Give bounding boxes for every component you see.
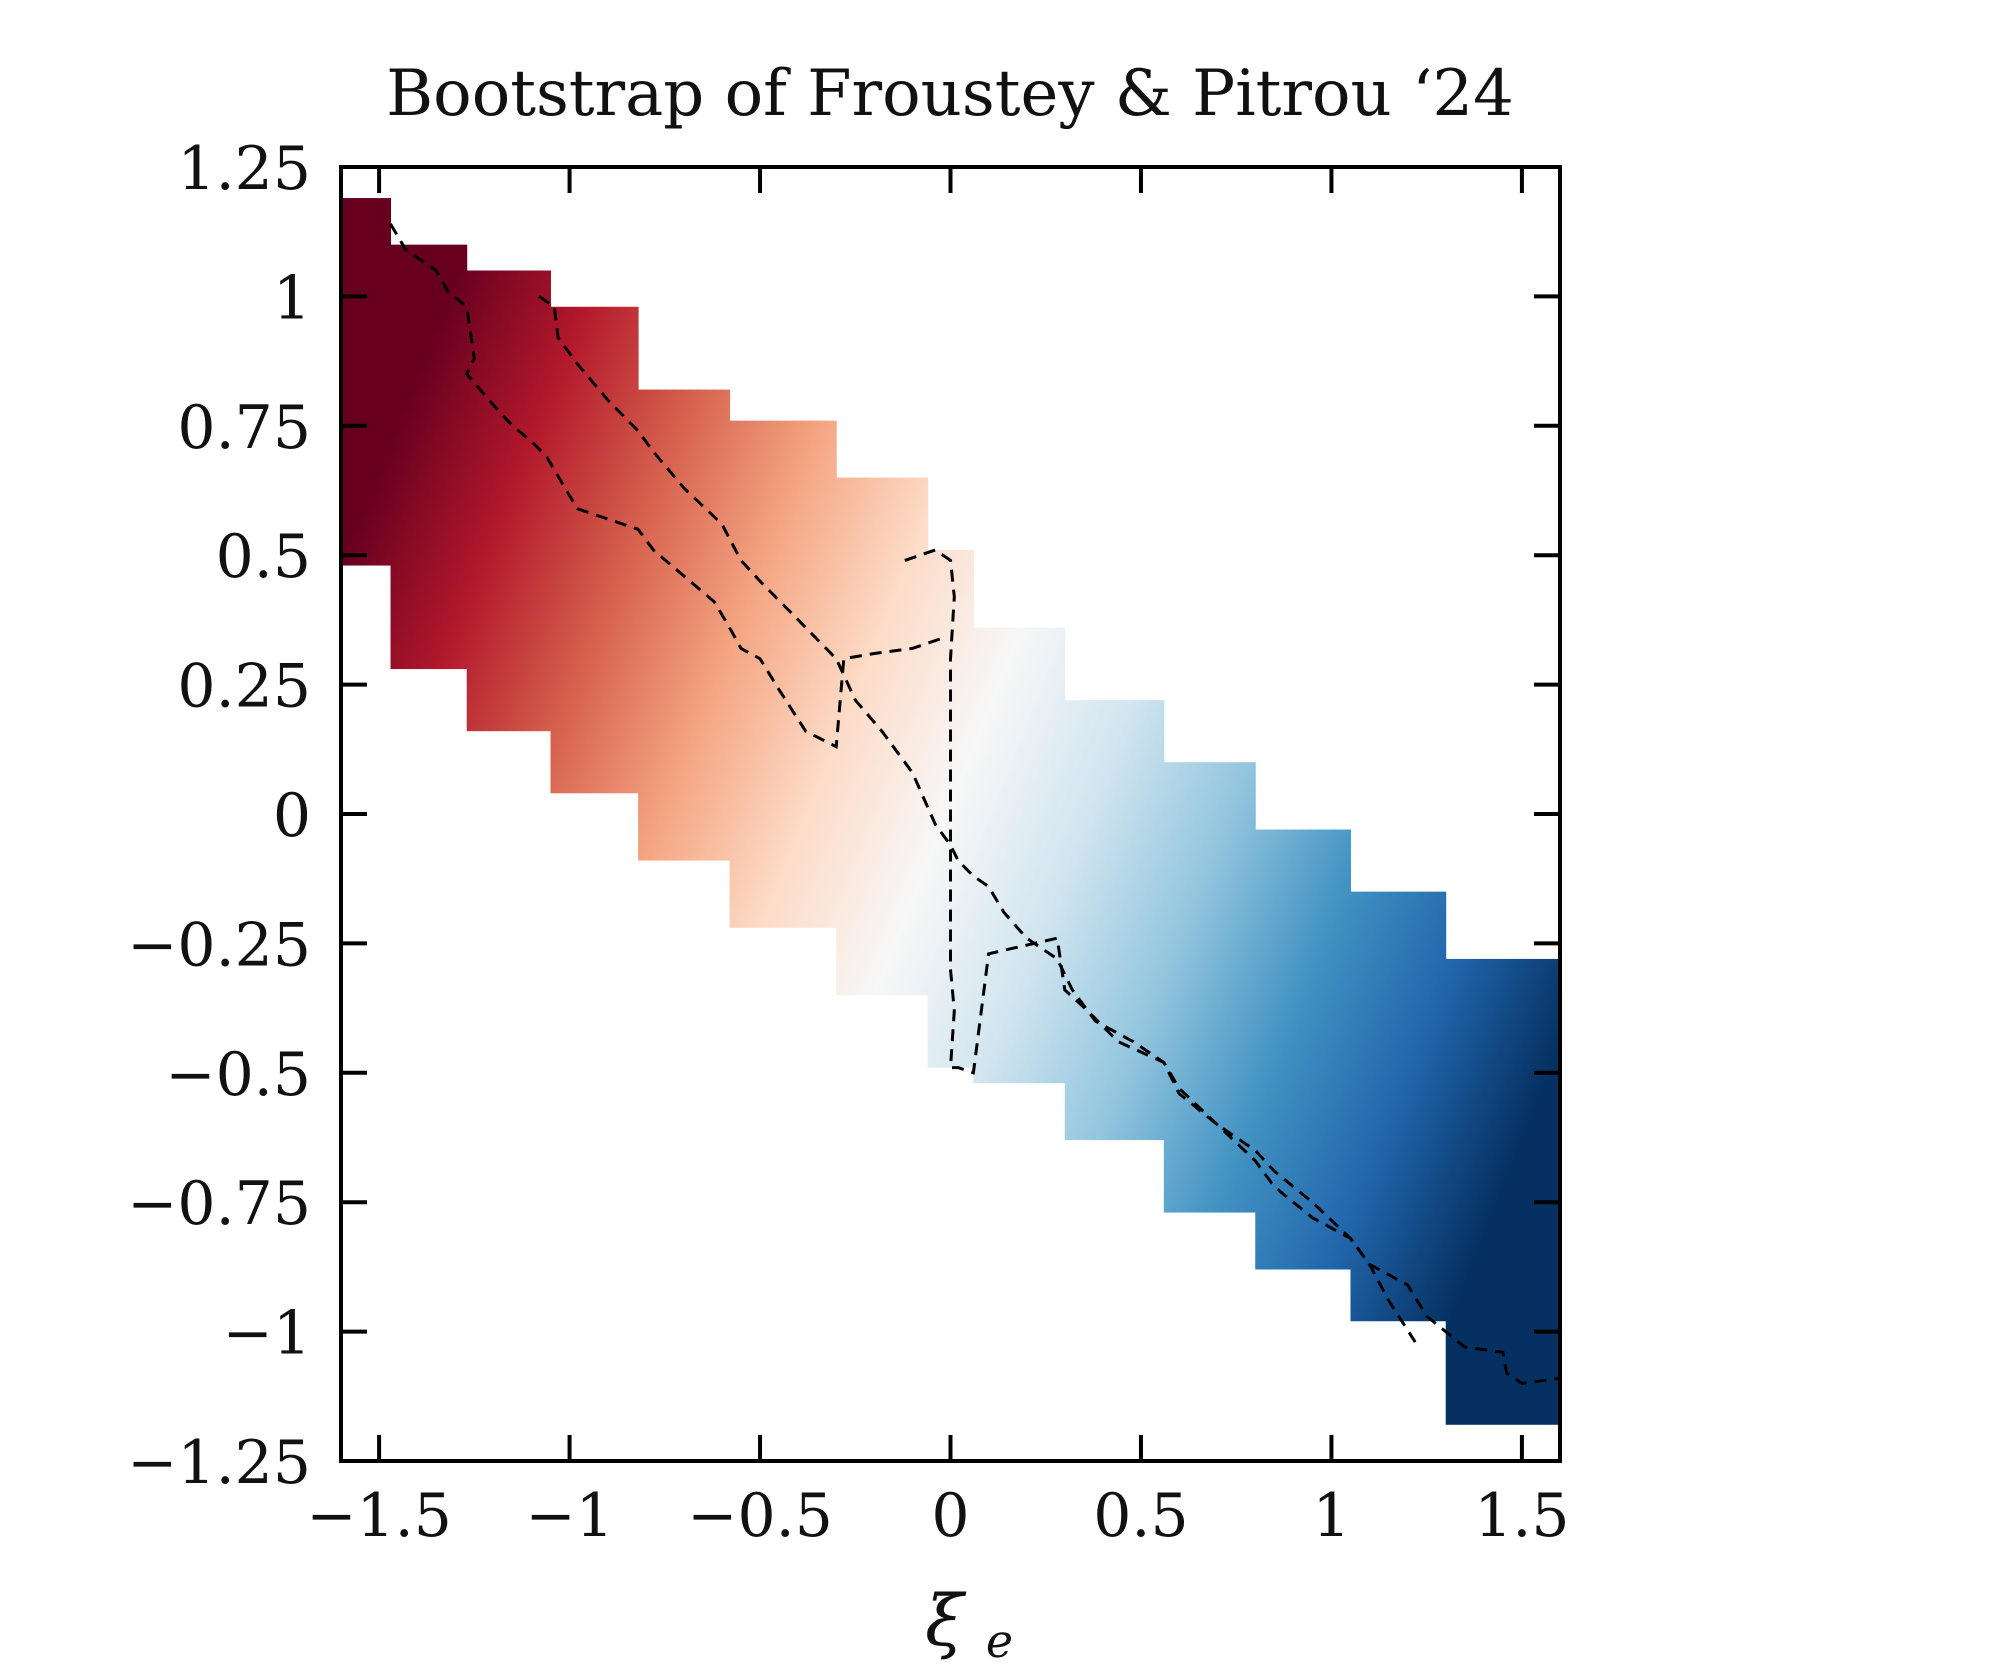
y-tick-label: −0.75 [127, 1169, 311, 1239]
y-tick-label: −1 [223, 1299, 311, 1369]
x-tick-label: −1.5 [306, 1481, 452, 1551]
chart-title: Bootstrap of Froustey & Pitrou ‘24 [386, 57, 1514, 131]
x-axis-label-subscript: e [986, 1614, 1013, 1665]
band-strip-2 [466, 270, 552, 732]
x-tick-labels: −1.5 −1 −0.5 0 0.5 1 1.5 [306, 1481, 1569, 1551]
x-tick-label: −1 [525, 1481, 613, 1551]
band-strip-8 [973, 627, 1066, 1084]
band-strip-5 [729, 420, 837, 928]
band-strip-9 [1064, 700, 1165, 1141]
y-tick-label: 0 [273, 781, 311, 851]
y-tick-label: −0.25 [127, 910, 311, 980]
band-strip-6 [836, 477, 929, 996]
y-tick-label: 0.25 [177, 652, 311, 722]
y-tick-label: 0.5 [216, 522, 311, 592]
contour-lower [904, 548, 1417, 1343]
x-tick-label: 0.5 [1093, 1481, 1188, 1551]
x-tick-label: 1 [1312, 1481, 1350, 1551]
band-strip-12 [1350, 891, 1447, 1322]
band-strip-11 [1255, 829, 1351, 1270]
band-strip-7 [927, 550, 974, 1068]
y-tick-label: 1 [273, 263, 311, 333]
band-strip-3 [550, 306, 639, 794]
band-strip-0 [341, 198, 392, 566]
y-tick-label: 1.25 [177, 134, 311, 204]
axis-ticks [341, 165, 1560, 1463]
contour-lines [389, 223, 1560, 1385]
band-strip-10 [1163, 762, 1256, 1213]
band-strip-1 [390, 244, 468, 670]
x-tick-label: −0.5 [687, 1481, 833, 1551]
y-tick-label: −0.5 [165, 1040, 311, 1110]
contour-middle [538, 295, 1560, 1385]
y-tick-label: −1.25 [127, 1428, 311, 1498]
y-tick-labels: 1.25 1 0.75 0.5 0.25 0 −0.25 −0.5 −0.75 −1 −1.25 [127, 134, 311, 1498]
x-axis-label: ξ e [925, 1580, 1013, 1665]
x-tick-label: 0 [931, 1481, 969, 1551]
x-axis-label-symbol: ξ [925, 1580, 967, 1662]
x-tick-label: 1.5 [1474, 1481, 1569, 1551]
contour-upper [389, 223, 944, 750]
band-strip-4 [638, 389, 731, 861]
y-tick-label: 0.75 [177, 393, 311, 463]
